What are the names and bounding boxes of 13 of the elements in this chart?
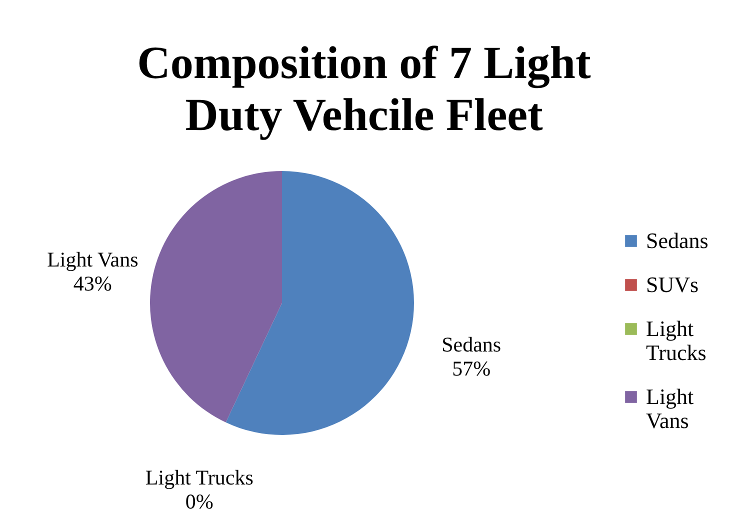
legend-label: Light Vans [646,384,694,433]
category-label: Light Trucks [145,466,254,490]
pie-slice [150,171,282,422]
legend-label: Light Trucks [646,316,706,365]
slice-label: Light Vans [47,248,138,272]
data-label: 57% [452,356,491,380]
pie-slice [226,171,414,435]
slice-label: Sedans [442,332,502,356]
legend-label: SUVs [646,272,699,297]
text: 0% [185,490,214,514]
legend-label: Sedans [646,228,708,253]
chart-title: Composition of 7 Light Duty Vehcile Fleet [137,37,592,140]
data-label: 43% [73,272,112,296]
